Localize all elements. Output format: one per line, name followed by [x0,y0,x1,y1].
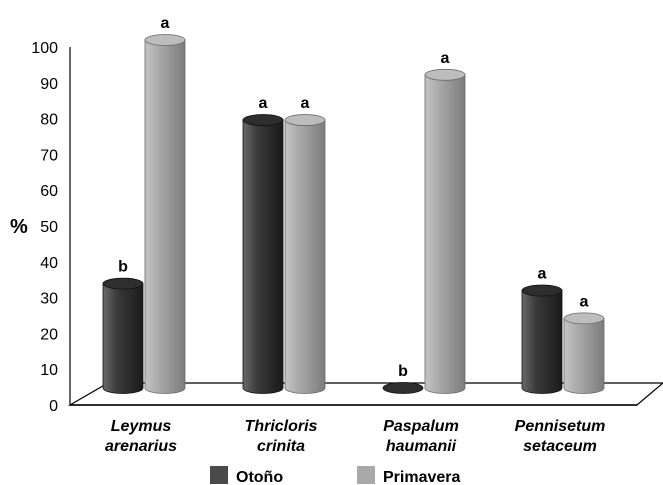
significance-letter: b [398,363,408,380]
y-tick-label: 90 [40,76,58,93]
bars: b a b a a a a a [102,15,605,394]
y-tick-label: 50 [40,219,58,236]
bar-body [521,290,563,394]
significance-letter: a [301,95,310,112]
category-label: arenarius [105,438,177,455]
y-tick-label: 60 [40,183,58,200]
bar-top [102,277,144,290]
axis-layer [67,47,663,406]
y-tick-label: 20 [40,326,58,343]
legend-swatch-primavera [357,466,375,484]
bar-body [144,39,186,394]
category-label: haumanii [386,438,457,455]
bar-top [521,284,563,297]
bar-1-1: a [284,95,326,394]
bar-top [242,114,284,126]
bar-top [284,114,326,126]
bar-body [284,119,326,394]
bar-body [563,318,605,394]
y-tick-label: 70 [40,147,58,164]
y-axis-label: % [10,216,28,238]
bar-body [242,119,284,394]
legend-label-otono: Otoño [236,469,283,485]
y-tick-label: 100 [31,40,58,57]
significance-letter: b [118,259,128,276]
significance-letter: a [161,15,170,32]
bar-top [424,68,466,81]
y-tick-label: 0 [49,398,58,415]
significance-letter: a [441,50,450,67]
y-tick-label: 10 [40,362,58,379]
bar-body [424,74,466,394]
legend: Otoño Primavera [210,466,460,485]
category-label: setaceum [523,438,597,455]
bar-0-0: b [102,259,144,394]
y-tick-label: 80 [40,112,58,129]
bar-0-3: a [521,266,563,394]
category-label: Paspalum [383,418,459,435]
bar-0-2: b [382,363,424,394]
category-labels: Leymus arenarius Thricloris crinita Paspalum… [105,418,605,455]
y-tick-labels: 0 10 20 30 40 50 60 70 80 90 100 [31,40,58,415]
bar-1-0: a [144,15,186,394]
bar-top [563,312,605,325]
y-tick-label: 30 [40,291,58,308]
category-label: Pennisetum [515,418,606,435]
bar-top [144,34,186,46]
significance-letter: a [259,95,268,112]
category-label: Leymus [111,418,172,435]
bar-0-1: a [242,95,284,394]
significance-letter: a [538,266,547,283]
significance-letter: a [580,293,589,310]
bar-1-3: a [563,293,605,394]
legend-swatch-otono [210,466,228,484]
bar-1-2: a [424,50,466,394]
legend-label-primavera: Primavera [383,469,460,485]
y-tick-label: 40 [40,255,58,272]
category-label: Thricloris [245,418,318,435]
bar-body [102,283,144,394]
bar-top [382,382,424,394]
category-label: crinita [257,438,305,455]
